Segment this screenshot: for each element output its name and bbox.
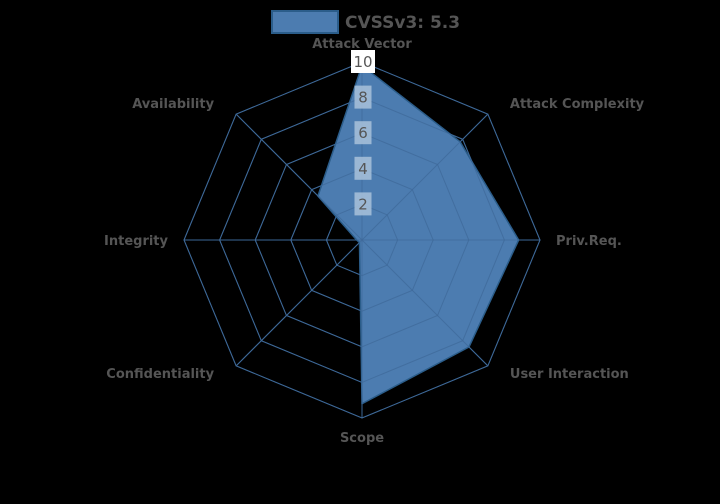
axis-label-availability: Availability <box>132 97 214 112</box>
radial-tick-4: 4 <box>358 160 368 178</box>
radar-series-polygon <box>183 61 541 419</box>
legend-color-swatch <box>271 10 339 34</box>
radial-tick-6: 6 <box>358 124 368 142</box>
tick-label-box <box>354 192 372 216</box>
axis-label-confidentiality: Confidentiality <box>106 367 214 382</box>
legend-entry-label: CVSSv3: 5.3 <box>345 13 460 33</box>
tick-label-box <box>354 121 372 145</box>
radial-tick-10: 10 <box>353 53 372 71</box>
tick-label-box <box>351 50 375 73</box>
chart-legend: CVSSv3: 5.3 <box>271 10 460 34</box>
tick-label-box <box>354 156 372 180</box>
axis-label-attack-complexity: Attack Complexity <box>510 97 645 112</box>
axis-label-scope: Scope <box>340 431 384 446</box>
axis-label-priv-req: Priv.Req. <box>556 234 622 249</box>
axis-label-user-interaction: User Interaction <box>510 367 629 382</box>
grid-spoke-overlay <box>235 239 363 367</box>
tick-label-box <box>354 85 372 109</box>
grid-spoke-overlay <box>361 239 489 367</box>
radar-axis-labels: Attack Vector Attack Complexity Priv.Req. U… <box>104 37 645 446</box>
axis-label-integrity: Integrity <box>104 234 169 249</box>
axis-label-attack-vector: Attack Vector <box>312 37 412 52</box>
grid-spoke-overlay <box>235 113 363 241</box>
grid-spoke-overlay <box>361 113 489 241</box>
radial-tick-8: 8 <box>358 89 368 107</box>
radar-tick-labels: 2 4 6 8 10 <box>351 50 375 216</box>
radial-tick-2: 2 <box>358 195 368 213</box>
